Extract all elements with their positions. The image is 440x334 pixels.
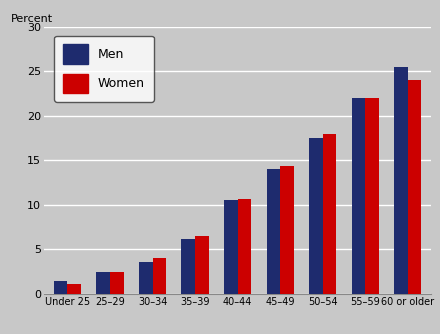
Bar <box>153 258 166 294</box>
Bar <box>54 282 67 294</box>
Legend: Men, Women: Men, Women <box>54 36 154 102</box>
Bar <box>110 272 124 294</box>
Bar <box>96 272 110 294</box>
Bar <box>139 262 153 294</box>
Bar <box>238 199 251 294</box>
Text: Percent: Percent <box>11 14 53 24</box>
Bar <box>408 80 422 294</box>
Bar <box>280 166 294 294</box>
Bar <box>67 284 81 294</box>
Bar <box>323 134 336 294</box>
Bar <box>394 67 408 294</box>
Bar <box>195 236 209 294</box>
Bar <box>352 98 365 294</box>
Bar <box>365 98 379 294</box>
Bar <box>224 200 238 294</box>
Bar <box>181 239 195 294</box>
Bar <box>309 138 323 294</box>
Bar <box>267 169 280 294</box>
